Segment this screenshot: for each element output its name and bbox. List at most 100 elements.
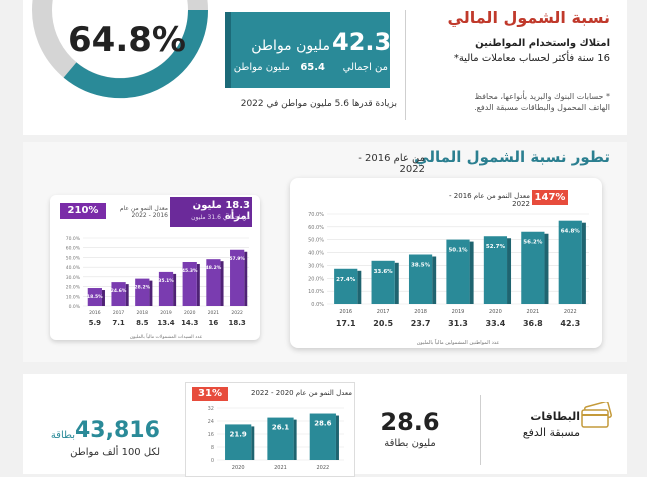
women-title: 18.3 مليون امرأة: [192, 200, 250, 222]
ring-center: [54, 0, 186, 76]
x-tick-label: 2021: [274, 465, 287, 471]
women-box: [170, 197, 252, 227]
x-tick-label: 2017: [113, 310, 125, 316]
bar-side: [469, 241, 474, 304]
x-tick-label: 2020: [489, 309, 502, 315]
increase-text: بزيادة قدرها 5.6 مليون مواطن في 2022: [240, 99, 397, 109]
data-label: 18.5%: [87, 294, 103, 300]
below-value: 14.3: [181, 319, 198, 327]
y-tick-label: 8: [211, 445, 214, 451]
data-label: 26.1: [272, 424, 289, 432]
bar-side: [125, 284, 129, 306]
cards-per-100k-unit: بطاقة: [50, 430, 75, 441]
bar-side: [220, 261, 224, 306]
y-tick-label: 50.0%: [308, 238, 324, 244]
bar: [558, 220, 582, 304]
bar-side: [544, 233, 549, 304]
total-label: من اجمالي: [342, 62, 388, 73]
percentage-ring: [32, 0, 209, 99]
x-tick-label: 2021: [526, 309, 539, 315]
footnote-line1: * حسابات البنوك والبريد بأنواعها، محافظ: [474, 92, 610, 101]
bar-side: [432, 256, 437, 304]
bar-side: [394, 262, 399, 304]
x-tick-label: 2019: [452, 309, 465, 315]
main-growth-label: معدل النمو من عام 2016 - 2022: [449, 192, 530, 208]
section-title: نسبة الشمول المالي: [447, 8, 611, 27]
below-value: 42.3: [560, 319, 580, 328]
x-tick-label: 2019: [160, 310, 172, 316]
section-subtitle-line2: 16 سنة فأكثر لحساب معاملات مالية*: [453, 53, 610, 64]
data-label: 48.2%: [206, 265, 222, 271]
below-value: 16: [209, 319, 219, 327]
data-label: 57.9%: [229, 256, 245, 262]
main-chart-card: [290, 178, 602, 348]
y-tick-label: 0.0%: [311, 302, 324, 308]
x-tick-label: 2018: [414, 309, 427, 315]
below-value: 18.3: [229, 319, 246, 327]
data-label: 56.2%: [523, 240, 543, 246]
bar-side: [101, 290, 105, 306]
below-value: 33.4: [486, 319, 506, 328]
y-tick-label: 10.0%: [66, 294, 81, 300]
data-label: 28.6: [314, 420, 331, 428]
bar: [230, 249, 245, 306]
x-tick-label: 2016: [339, 309, 352, 315]
bar-side: [357, 270, 362, 304]
below-value: 31.3: [448, 319, 468, 328]
women-subtitle: من اجمالي 31.6 مليون: [191, 214, 250, 221]
women-growth-label: معدل النمو من عام 2016 - 2022: [119, 205, 168, 219]
x-tick-label: 2022: [564, 309, 577, 315]
below-value: 23.7: [411, 319, 431, 328]
x-tick-label: 2016: [89, 310, 101, 316]
cards-growth-badge: 31%: [192, 387, 228, 401]
middle-title: تطور نسبة الشمول المالي: [414, 148, 610, 166]
bar-side: [293, 419, 297, 460]
x-tick-label: 2018: [137, 310, 149, 316]
bar: [158, 271, 174, 306]
cards-chart: 0 8 16 24 32 21.9 2020 26.1 2021 28.6 2022: [208, 406, 344, 471]
bar-side: [507, 238, 512, 304]
bar: [111, 282, 126, 306]
prepaid-cards-title: البطاقات: [530, 410, 580, 423]
below-value: 8.5: [136, 319, 149, 327]
total-number: 65.4: [300, 62, 325, 73]
x-tick-label: 2022: [316, 465, 329, 471]
y-tick-label: 30.0%: [66, 275, 81, 281]
y-tick-label: 60.0%: [308, 225, 324, 231]
bar-side: [335, 415, 339, 460]
bar: [135, 278, 150, 306]
y-tick-label: 20.0%: [308, 276, 324, 282]
bar: [521, 231, 545, 304]
women-inclusion-chart: 0.0% 10.0% 20.0% 30.0% 40.0% 50.0% 60.0% 70.0% 1…: [66, 236, 249, 340]
bar-side: [251, 426, 255, 460]
section-subtitle-line1: امتلاك واستخدام المواطنين: [475, 38, 610, 49]
financial-inclusion-percentage: 64.8%: [68, 20, 186, 60]
bar-side: [173, 273, 177, 306]
bar-side: [196, 263, 200, 306]
y-tick-label: 40.0%: [308, 251, 324, 257]
data-label: 50.1%: [448, 248, 468, 254]
below-value: 7.1: [112, 319, 125, 327]
below-caption: عدد السيدات المشمولات مالياً بالمليون: [130, 333, 203, 340]
x-tick-label: 2020: [232, 465, 245, 471]
bar: [309, 413, 336, 460]
below-value: 13.4: [157, 319, 174, 327]
x-tick-label: 2021: [208, 310, 220, 316]
cards-growth-label: معدل النمو من عام 2020 - 2022: [250, 389, 352, 397]
card-icon: [581, 402, 612, 428]
citizens-number: 42.3: [332, 28, 392, 56]
main-growth-badge: 147%: [532, 190, 568, 205]
cards-per-100k-label: لكل 100 ألف مواطن: [70, 447, 160, 458]
bar: [182, 261, 197, 306]
middle-title-years: من عام 2016 - 2022: [358, 153, 425, 175]
y-tick-label: 24: [208, 419, 214, 425]
below-value: 36.8: [523, 319, 543, 328]
bar: [446, 239, 470, 304]
bar-side: [149, 280, 153, 306]
x-tick-label: 2020: [184, 310, 196, 316]
prepaid-cards-subtitle: مسبقة الدفع: [522, 426, 580, 439]
data-label: 33.6%: [374, 269, 394, 275]
bar: [408, 254, 433, 304]
data-label: 24.6%: [111, 288, 127, 294]
data-label: 27.4%: [336, 277, 356, 283]
